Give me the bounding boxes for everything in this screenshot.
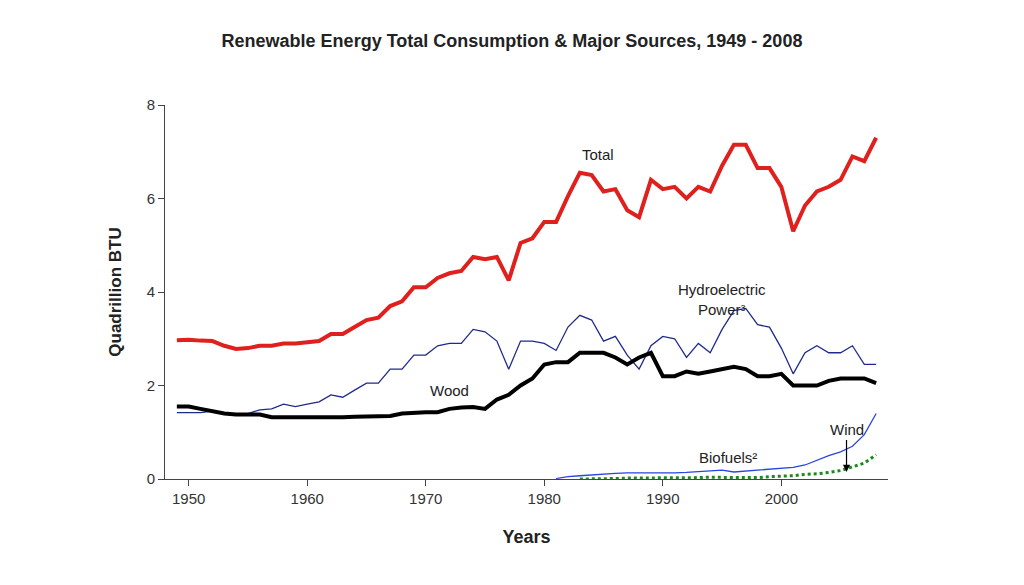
svg-text:6: 6 [147, 190, 155, 207]
svg-text:8: 8 [147, 96, 155, 113]
svg-text:HydroelectricPower³: HydroelectricPower³ [678, 281, 766, 318]
svg-text:Wind: Wind [830, 421, 864, 438]
svg-text:1960: 1960 [291, 490, 324, 507]
svg-text:Quadrillion BTU: Quadrillion BTU [106, 227, 125, 356]
svg-text:Biofuels²: Biofuels² [699, 449, 757, 466]
svg-text:1950: 1950 [172, 490, 205, 507]
svg-text:Total: Total [582, 146, 614, 163]
svg-text:0: 0 [147, 470, 155, 487]
svg-text:Renewable Energy Total Consump: Renewable Energy Total Consumption & Maj… [222, 31, 803, 51]
svg-text:2000: 2000 [765, 490, 798, 507]
svg-text:4: 4 [147, 283, 155, 300]
svg-text:1990: 1990 [646, 490, 679, 507]
svg-text:Wood: Wood [430, 382, 469, 399]
svg-text:Years: Years [502, 527, 550, 547]
svg-text:1970: 1970 [409, 490, 442, 507]
svg-text:1980: 1980 [528, 490, 561, 507]
svg-text:2: 2 [147, 377, 155, 394]
